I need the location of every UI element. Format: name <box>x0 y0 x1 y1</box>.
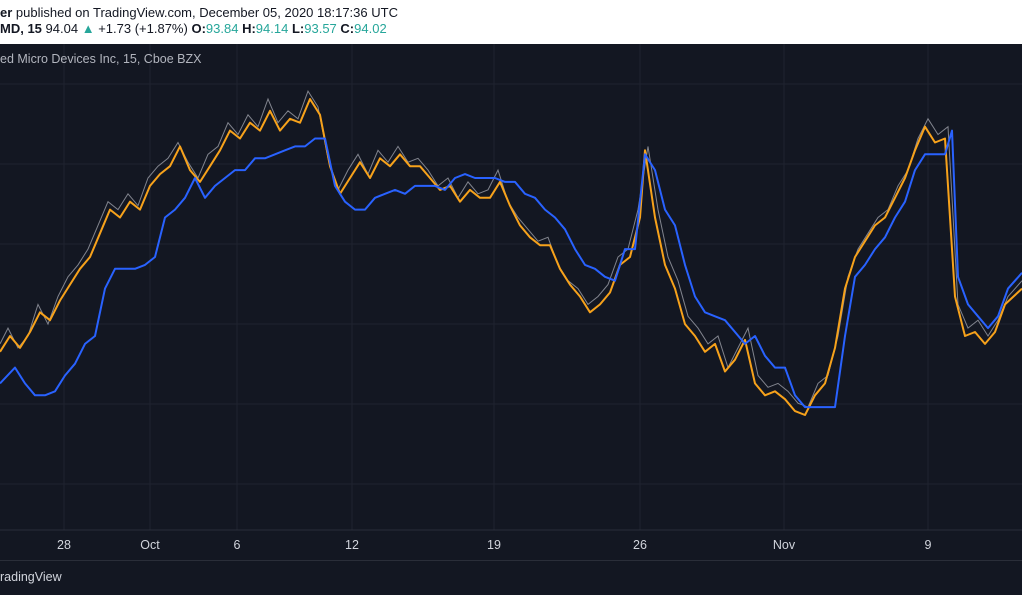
x-tick-label: 6 <box>234 538 241 552</box>
chart-svg[interactable]: 28 Oct 6 12 19 26 Nov 9 <box>0 44 1022 560</box>
x-tick-label: Oct <box>140 538 160 552</box>
x-tick-label: 26 <box>633 538 647 552</box>
up-arrow-icon: ▲ <box>81 21 95 36</box>
tradingview-brand[interactable]: radingView <box>0 570 62 584</box>
x-tick-label: 9 <box>925 538 932 552</box>
low-label: L: <box>291 21 305 36</box>
close-label: C: <box>340 21 355 36</box>
quote-line: MD, 15 94.04 ▲ +1.73 (+1.87%) O:93.84 H:… <box>0 21 387 36</box>
x-tick-label: 19 <box>487 538 501 552</box>
published-text: published on TradingView.com, December 0… <box>12 5 398 20</box>
chart-grid <box>0 44 1022 530</box>
price-change: +1.73 (+1.87%) <box>98 21 188 36</box>
footer-bar: radingView <box>0 560 1022 595</box>
orange-series-line <box>0 98 1022 416</box>
low-value: 93.57 <box>304 21 337 36</box>
author-name[interactable]: er <box>0 5 13 20</box>
publish-line: er published on TradingView.com, Decembe… <box>0 5 398 20</box>
time-axis: 28 Oct 6 12 19 26 Nov 9 <box>57 538 931 552</box>
x-tick-label: 12 <box>345 538 359 552</box>
chart-pane[interactable]: 28 Oct 6 12 19 26 Nov 9 ed Micro Devices Inc, 1… <box>0 44 1022 594</box>
open-value: 93.84 <box>205 21 239 36</box>
high-value: 94.14 <box>255 21 289 36</box>
blue-series-line <box>0 129 1022 409</box>
price-line <box>0 89 1022 408</box>
indicator-lines <box>0 98 1022 416</box>
x-tick-label: Nov <box>773 538 796 552</box>
symbol-label: MD, 15 <box>0 21 42 36</box>
x-tick-label: 28 <box>57 538 71 552</box>
publish-header: er published on TradingView.com, Decembe… <box>0 0 1022 44</box>
close-value: 94.02 <box>354 21 387 36</box>
open-label: O: <box>191 21 206 36</box>
high-label: H: <box>242 21 256 36</box>
chart-legend: ed Micro Devices Inc, 15, Cboe BZX <box>0 52 202 66</box>
last-price: 94.04 <box>45 21 79 36</box>
